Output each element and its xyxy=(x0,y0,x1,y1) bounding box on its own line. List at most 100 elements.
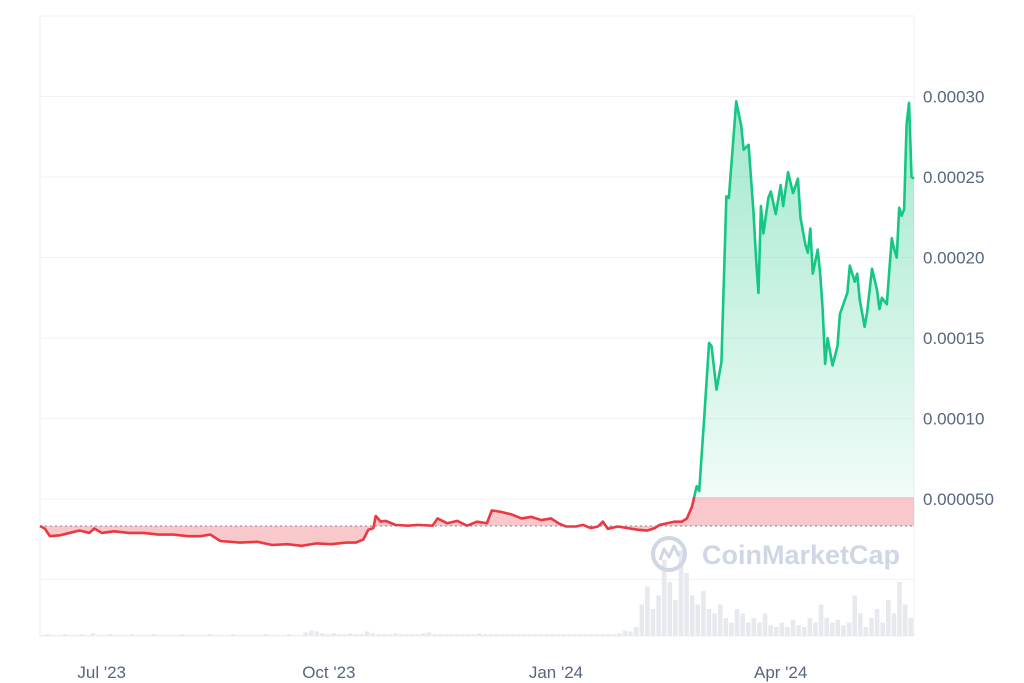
volume-bar xyxy=(824,618,829,636)
volume-bar xyxy=(118,635,124,636)
watermark: CoinMarketCap xyxy=(651,536,900,572)
volume-bar xyxy=(409,634,415,636)
volume-bar xyxy=(701,591,706,636)
volume-bar xyxy=(773,627,779,636)
volume-bar xyxy=(370,633,376,636)
volume-bar xyxy=(790,619,796,636)
price-line-down xyxy=(39,497,696,548)
volume-bar xyxy=(348,633,353,636)
volume-bar xyxy=(112,635,118,636)
volume-bar xyxy=(45,634,51,636)
volume-bar xyxy=(527,634,533,636)
volume-bar xyxy=(561,634,566,636)
area-fill-up xyxy=(694,101,914,497)
volume-bar xyxy=(213,635,219,636)
volume-bars xyxy=(40,550,913,636)
volume-bar xyxy=(745,622,751,636)
volume-bar xyxy=(56,635,62,636)
volume-bar xyxy=(835,619,841,636)
coinmarketcap-logo-icon xyxy=(651,536,687,572)
volume-bar xyxy=(555,634,561,636)
volume-bar xyxy=(533,634,538,636)
volume-bar xyxy=(869,618,874,636)
volume-bar xyxy=(252,635,258,636)
y-tick-label: 0.00030 xyxy=(923,88,984,107)
volume-bar xyxy=(538,634,544,636)
volume-bar xyxy=(174,635,180,636)
volume-bar xyxy=(729,622,734,636)
volume-bar xyxy=(661,559,667,636)
volume-bar xyxy=(426,632,432,636)
volume-bar xyxy=(62,634,68,636)
price-line-up xyxy=(692,100,915,497)
volume-bar xyxy=(303,632,308,636)
volume-bar xyxy=(308,630,314,636)
volume-bar xyxy=(493,634,499,636)
volume-bar xyxy=(863,627,869,636)
volume-bar xyxy=(521,634,527,636)
volume-bar xyxy=(874,609,880,636)
volume-bar xyxy=(908,618,913,636)
volume-bar xyxy=(796,625,801,636)
volume-bar xyxy=(577,634,583,636)
volume-bar xyxy=(275,635,280,636)
x-tick-label: Apr '24 xyxy=(754,663,807,682)
volume-bar xyxy=(247,635,252,636)
volume-bar xyxy=(829,622,835,636)
volume-bar xyxy=(617,633,622,636)
volume-bar xyxy=(717,604,723,636)
volume-bar xyxy=(902,604,908,636)
volume-bar xyxy=(477,633,482,636)
volume-bar xyxy=(157,635,163,636)
volume-bar xyxy=(891,613,897,636)
volume-bar xyxy=(40,635,45,636)
volume-bar xyxy=(196,635,202,636)
volume-bar xyxy=(392,633,398,636)
volume-bar xyxy=(857,613,863,636)
volume-bar xyxy=(420,633,426,636)
watermark-text: CoinMarketCap xyxy=(702,540,900,570)
volume-bar xyxy=(807,618,813,636)
volume-bar xyxy=(583,634,589,636)
volume-bar xyxy=(90,633,96,636)
volume-bar xyxy=(258,635,264,636)
volume-bar xyxy=(364,631,370,636)
price-area xyxy=(40,101,914,546)
volume-bar xyxy=(280,635,286,636)
volume-bar xyxy=(768,625,773,636)
volume-bar xyxy=(432,634,437,636)
volume-bar xyxy=(650,609,656,636)
volume-bar xyxy=(818,604,824,636)
volume-bar xyxy=(460,634,465,636)
volume-bar xyxy=(482,634,488,636)
volume-bar xyxy=(437,634,443,636)
volume-bar xyxy=(751,618,757,636)
volume-bar xyxy=(51,635,56,636)
volume-bar xyxy=(600,634,605,636)
volume-bar xyxy=(656,595,661,636)
volume-bar xyxy=(185,635,191,636)
volume-bar xyxy=(180,634,185,636)
volume-bar xyxy=(79,634,84,636)
volume-bar xyxy=(673,600,678,636)
volume-bar xyxy=(544,634,549,636)
y-tick-label: 0.00010 xyxy=(923,410,984,429)
volume-bar xyxy=(264,634,269,636)
volume-bar xyxy=(415,634,420,636)
volume-bar xyxy=(168,635,174,636)
volume-bar xyxy=(801,627,807,636)
volume-bar xyxy=(505,634,510,636)
price-line xyxy=(39,100,915,548)
volume-bar xyxy=(135,635,140,636)
volume-bar xyxy=(342,634,348,636)
volume-bar xyxy=(230,634,236,636)
volume-bar xyxy=(712,613,717,636)
volume-bar xyxy=(107,634,112,636)
volume-bar xyxy=(594,634,600,636)
x-tick-label: Jan '24 xyxy=(529,663,583,682)
volume-bar xyxy=(762,613,768,636)
volume-bar xyxy=(605,634,611,636)
volume-bar xyxy=(846,622,852,636)
volume-bar xyxy=(236,635,241,636)
